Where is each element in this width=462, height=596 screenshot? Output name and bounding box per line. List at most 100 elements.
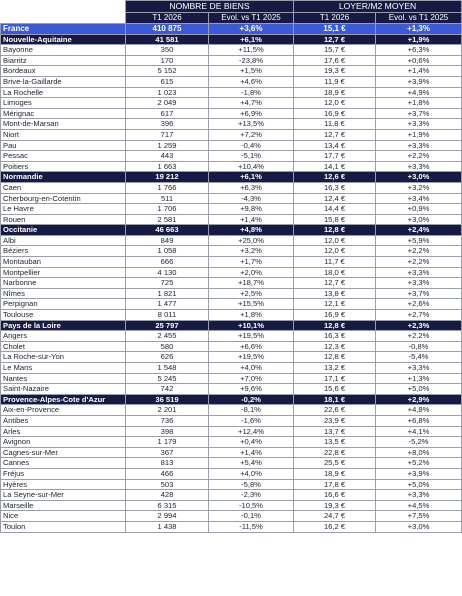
biens-evolution: +6,3% xyxy=(207,181,295,194)
region-row: Occitanie 46 663 +4,8% 12,8 € +2,4% xyxy=(0,224,462,236)
loyer-evolution: +5,0% xyxy=(375,383,462,395)
biens-value: 6 315 xyxy=(125,499,209,512)
biens-value: 8 011 xyxy=(125,309,209,321)
biens-evolution: +2,0% xyxy=(207,266,295,279)
biens-value: 725 xyxy=(125,277,209,289)
row-name: La Rochelle xyxy=(0,86,126,99)
biens-value: 2 581 xyxy=(125,213,209,226)
row-name: Rouen xyxy=(0,213,126,226)
biens-value: 367 xyxy=(125,446,209,459)
biens-evolution: +0,4% xyxy=(207,436,295,448)
city-row: Cannes 813 +5,4% 25,5 € +5,2% xyxy=(0,457,462,469)
biens-value: 511 xyxy=(125,192,209,205)
loyer-evolution: +5,9% xyxy=(375,234,462,247)
biens-evolution: +6,1% xyxy=(207,33,295,46)
city-row: Bayonne 350 +11,5% 15,7 € +6,3% xyxy=(0,44,462,56)
row-name: Narbonne xyxy=(0,277,126,289)
city-row: La Seyne-sur-Mer 428 -2,3% 16,6 € +3,3% xyxy=(0,489,462,501)
row-name: Cherbourg-en-Cotentin xyxy=(0,192,126,205)
biens-evolution: +4,0% xyxy=(207,362,295,374)
biens-evolution: -0,4% xyxy=(207,139,295,152)
loyer-evolution: +1,3% xyxy=(375,372,462,385)
city-row: Pau 1 259 -0,4% 13,4 € +3,3% xyxy=(0,139,462,152)
loyer-evolution: -0,8% xyxy=(375,340,462,353)
city-row: Aix-en-Provence 2 201 -8,1% 22,6 € +4,8% xyxy=(0,404,462,416)
biens-value: 410 875 xyxy=(125,23,209,35)
loyer-evolution: +7,5% xyxy=(375,510,462,522)
header-columns-row: T1 2026 Evol. vs T1 2025 T1 2026 Evol. v… xyxy=(0,12,462,24)
row-name: Brive-la-Gaillarde xyxy=(0,75,126,88)
biens-value: 350 xyxy=(125,44,209,56)
city-row: Montpellier 4 130 +2,0% 18,0 € +3,3% xyxy=(0,266,462,279)
loyer-value: 14,1 € xyxy=(293,160,377,173)
loyer-value: 16,3 € xyxy=(293,330,377,342)
city-row: Biarritz 170 -23,8% 17,6 € +0,6% xyxy=(0,54,462,67)
row-name: Fréjus xyxy=(0,467,126,480)
row-name: Cholet xyxy=(0,340,126,353)
biens-value: 813 xyxy=(125,457,209,469)
city-row: Montauban 666 +1,7% 11,7 € +2,2% xyxy=(0,256,462,268)
loyer-value: 12,3 € xyxy=(293,340,377,353)
city-row: La Rochelle 1 023 -1,8% 18,9 € +4,9% xyxy=(0,86,462,99)
loyer-value: 12,7 € xyxy=(293,128,377,141)
loyer-value: 22,6 € xyxy=(293,404,377,416)
biens-value: 5 245 xyxy=(125,372,209,385)
loyer-value: 18,9 € xyxy=(293,467,377,480)
biens-evolution: +9,8% xyxy=(207,203,295,215)
biens-value: 428 xyxy=(125,489,209,501)
row-name: Antibes xyxy=(0,414,126,427)
header-blank-cell xyxy=(0,0,126,13)
loyer-value: 25,5 € xyxy=(293,457,377,469)
biens-evolution: -5,8% xyxy=(207,478,295,491)
loyer-value: 18,9 € xyxy=(293,86,377,99)
biens-evolution: +12,4% xyxy=(207,425,295,438)
row-name: Biarritz xyxy=(0,54,126,67)
loyer-value: 11,9 € xyxy=(293,75,377,88)
france-row: France 410 875 +3,6% 15,1 € +1,3% xyxy=(0,23,462,35)
loyer-evolution: +6,3% xyxy=(375,44,462,56)
row-name: Nouvelle-Aquitaine xyxy=(0,33,126,46)
city-row: Narbonne 725 +18,7% 12,7 € +3,3% xyxy=(0,277,462,289)
biens-evolution: -10,5% xyxy=(207,499,295,512)
row-name: Cannes xyxy=(0,457,126,469)
biens-evolution: +13,5% xyxy=(207,118,295,130)
city-row: Cagnes-sur-Mer 367 +1,4% 22,8 € +8,0% xyxy=(0,446,462,459)
loyer-evolution: +3,9% xyxy=(375,467,462,480)
city-row: Marseille 6 315 -10,5% 19,3 € +4,5% xyxy=(0,499,462,512)
city-row: Saint-Nazaire 742 +9,6% 15,6 € +5,0% xyxy=(0,383,462,395)
loyer-value: 18,1 € xyxy=(293,393,377,406)
row-name: Montauban xyxy=(0,256,126,268)
loyer-value: 12,0 € xyxy=(293,234,377,247)
loyer-evolution: +1,9% xyxy=(375,33,462,46)
biens-value: 742 xyxy=(125,383,209,395)
loyer-value: 15,1 € xyxy=(293,23,377,35)
row-name: Le Mans xyxy=(0,362,126,374)
biens-value: 1 438 xyxy=(125,520,209,533)
loyer-value: 24,7 € xyxy=(293,510,377,522)
biens-evolution: -0,1% xyxy=(207,510,295,522)
row-name: Le Havre xyxy=(0,203,126,215)
city-row: Cherbourg-en-Cotentin 511 -4,3% 12,4 € +3,4% xyxy=(0,192,462,205)
biens-value: 1 548 xyxy=(125,362,209,374)
biens-value: 2 049 xyxy=(125,97,209,109)
loyer-evolution: +3,3% xyxy=(375,277,462,289)
biens-value: 626 xyxy=(125,351,209,363)
header-biens-t1: T1 2026 xyxy=(125,12,209,24)
biens-evolution: +1,4% xyxy=(207,213,295,226)
biens-evolution: +7,2% xyxy=(207,128,295,141)
row-name: Pessac xyxy=(0,150,126,162)
header-group-row: NOMBRE DE BIENS LOYER/M2 MOYEN xyxy=(0,0,462,13)
loyer-evolution: +1,8% xyxy=(375,97,462,109)
city-row: Mérignac 617 +6,9% 16,9 € +3,7% xyxy=(0,107,462,120)
loyer-value: 12,7 € xyxy=(293,33,377,46)
city-row: La Roche-sur-Yon 626 +19,5% 12,8 € -5,4% xyxy=(0,351,462,363)
biens-value: 466 xyxy=(125,467,209,480)
biens-value: 1 477 xyxy=(125,298,209,311)
row-name: Nîmes xyxy=(0,287,126,300)
city-row: Fréjus 466 +4,0% 18,9 € +3,9% xyxy=(0,467,462,480)
loyer-evolution: +3,7% xyxy=(375,287,462,300)
loyer-value: 13,4 € xyxy=(293,139,377,152)
biens-value: 396 xyxy=(125,118,209,130)
row-name: Arles xyxy=(0,425,126,438)
loyer-evolution: +2,3% xyxy=(375,319,462,332)
